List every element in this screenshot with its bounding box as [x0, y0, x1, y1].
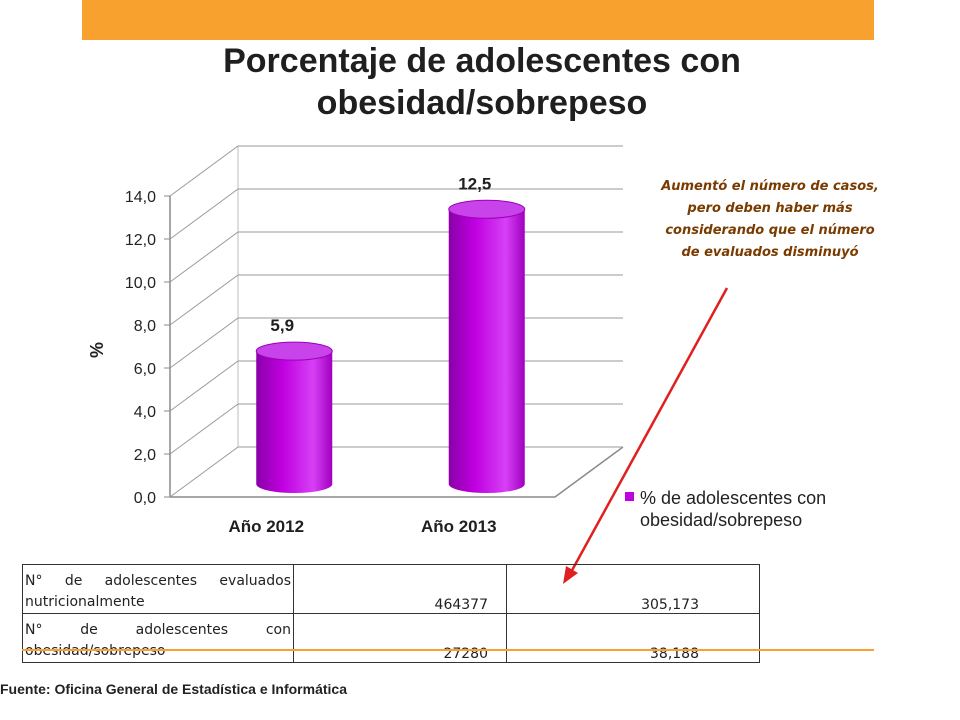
bar-top-1: [448, 199, 526, 219]
gridline: [169, 145, 623, 197]
table-cell-2013: 38,188: [506, 613, 760, 663]
y-tick-label: 4,0: [134, 404, 156, 421]
y-tick-label: 12,0: [125, 232, 156, 249]
bar-0: [256, 351, 333, 493]
gridline: [169, 446, 623, 498]
x-tick-label: Año 2012: [228, 517, 304, 536]
table-cell-2012: 464377: [293, 564, 507, 614]
data-table: N° de adolescentes evaluados nutricional…: [22, 564, 760, 663]
source-note: Fuente: Oficina General de Estadística e…: [0, 681, 347, 697]
data-label: 5,9: [270, 316, 294, 335]
table-cell-2013: 305,173: [506, 564, 760, 614]
top-accent-bar: [82, 0, 874, 40]
legend-swatch: [625, 492, 634, 501]
annotation-note: Aumentó el número de casos, pero deben h…: [661, 179, 879, 260]
x-tick-label: Año 2013: [421, 517, 497, 536]
chart-title: Porcentaje de adolescentes con obesidad/…: [223, 42, 741, 122]
table-cell-label: N° de adolescentes evaluados nutricional…: [22, 564, 294, 614]
gridline: [169, 188, 623, 240]
data-label: 12,5: [458, 174, 491, 193]
table-cell-label: N° de adolescentes con obesidad/sobrepes…: [22, 613, 294, 663]
floor-edge: [170, 446, 624, 498]
y-tick-label: 8,0: [134, 318, 156, 335]
y-tick-label: 2,0: [134, 447, 156, 464]
bottom-accent-line: [22, 649, 874, 651]
table-row: N° de adolescentes con obesidad/sobrepes…: [22, 613, 760, 663]
table-row: N° de adolescentes evaluados nutricional…: [22, 564, 760, 614]
annotation-arrow-line: [568, 287, 729, 575]
bar-1: [448, 209, 525, 493]
y-tick-label: 10,0: [125, 275, 156, 292]
y-axis-label: %: [87, 342, 107, 358]
y-tick-label: 0,0: [134, 490, 156, 507]
table-cell-2012: 27280: [293, 613, 507, 663]
y-tick-label: 14,0: [125, 189, 156, 206]
legend-label: % de adolescentes con obesidad/sobrepeso: [640, 488, 827, 530]
y-tick-label: 6,0: [134, 361, 156, 378]
bar-top-0: [255, 341, 333, 361]
